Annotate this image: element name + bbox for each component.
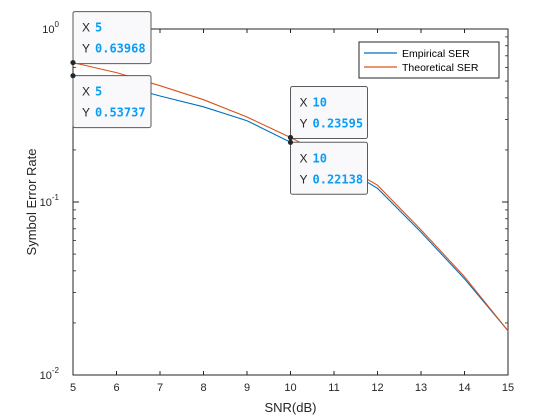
x-tick-label: 5 [70,382,76,394]
y-axis-label: Symbol Error Rate [24,149,39,256]
datatip-y-key: Y [300,172,308,186]
datatip-marker[interactable] [70,73,76,79]
datatip-box [72,75,152,129]
datatip-y-key: Y [82,106,90,120]
datatip-y-value: 0.63968 [95,42,146,56]
y-tick-exponent: 0 [55,20,60,29]
datatip-2[interactable]: X 10 Y 0.23595 [287,86,368,141]
datatip-marker[interactable] [70,59,76,66]
y-tick-exponent: -2 [52,366,60,375]
datatip-box [290,86,368,140]
datatip-x-key: X [300,96,308,110]
x-axis-label: SNR(dB) [264,400,316,415]
datatip-y-value: 0.53737 [95,106,146,120]
datatip-y-value: 0.23595 [313,117,364,131]
x-tick-label: 13 [415,382,427,394]
x-tick-label: 11 [328,382,339,394]
x-tick-label: 6 [113,382,119,394]
legend-box [358,41,500,79]
x-tick-label: 10 [284,382,296,394]
datatip-3[interactable]: X 10 Y 0.22138 [287,139,368,195]
x-tick-label: 8 [200,382,206,394]
datatip-x-value: 10 [313,96,327,110]
datatip-box [290,141,368,195]
x-tick-label: 9 [244,382,250,394]
datatip-x-value: 10 [313,151,327,165]
legend-label-0: Empirical SER [402,48,470,60]
x-tick-label: 7 [157,382,163,394]
datatip-marker[interactable] [287,139,294,145]
x-tick-label: 14 [458,382,470,394]
datatip-y-value: 0.22138 [313,172,364,186]
datatip-x-value: 5 [95,21,102,35]
datatip-x-key: X [82,21,90,35]
datatip-y-key: Y [82,42,90,56]
datatip-x-value: 5 [95,85,102,99]
legend-label-1: Theoretical SER [402,62,479,74]
datatip-marker[interactable] [287,134,294,141]
datatip-1[interactable]: X 5Y 0.53737 [70,73,152,129]
datatip-x-key: X [82,85,90,99]
x-tick-label: 12 [371,382,383,394]
datatip-x-key: X [300,151,308,165]
y-tick-exponent: -1 [52,193,60,202]
legend[interactable]: Empirical SER Theoretical SER [358,41,500,79]
datatip-0[interactable]: X 5Y 0.63968 [70,11,152,66]
datatip-y-key: Y [300,117,308,131]
x-tick-label: 15 [502,382,514,394]
datatip-box [72,11,152,65]
